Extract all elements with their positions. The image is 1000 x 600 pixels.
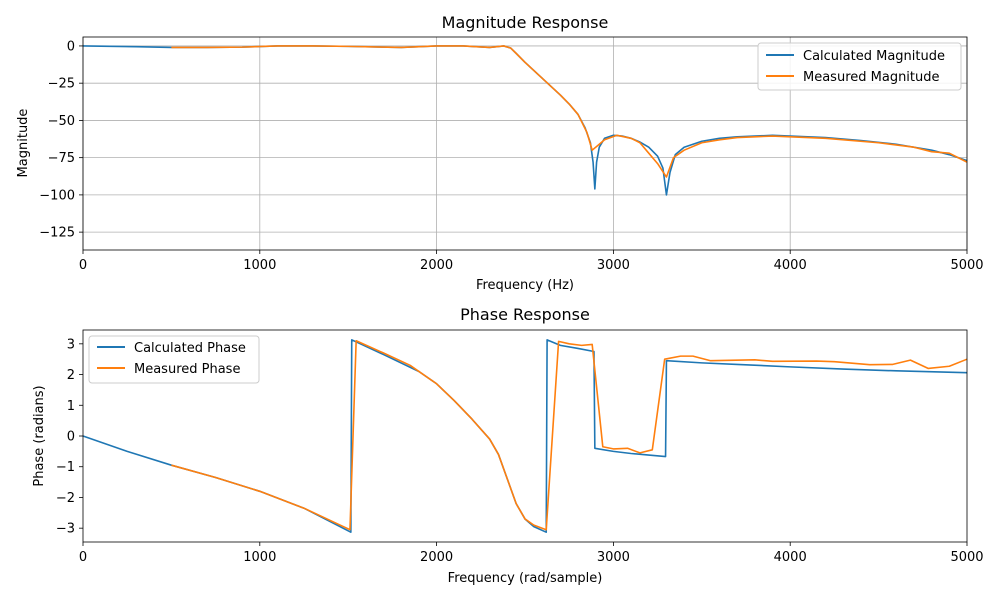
magnitude-ytick-label: −50 bbox=[48, 114, 75, 129]
magnitude-ytick-label: 0 bbox=[67, 39, 75, 54]
series-measured-phase-line bbox=[171, 339, 968, 531]
phase-ytick-label: −1 bbox=[56, 460, 75, 475]
phase-xtick-label: 0 bbox=[79, 550, 87, 565]
magnitude-ylabel: Magnitude bbox=[16, 109, 31, 178]
phase-ytick-label: −2 bbox=[56, 491, 75, 506]
magnitude-ytick-label: −25 bbox=[48, 77, 75, 92]
legend-measured-phase-label: Measured Phase bbox=[134, 362, 240, 377]
phase-xlabel: Frequency (rad/sample) bbox=[448, 571, 603, 586]
phase-xtick-label: 4000 bbox=[774, 550, 807, 565]
phase-title: Phase Response bbox=[460, 305, 590, 324]
magnitude-ytick-label: −125 bbox=[39, 226, 75, 241]
legend-calculated-magnitude-label: Calculated Magnitude bbox=[803, 49, 945, 64]
magnitude-xtick-label: 2000 bbox=[420, 258, 453, 273]
magnitude-legend-box bbox=[757, 42, 962, 91]
phase-ticks: 0 1000 2000 3000 4000 5000 3 2 1 0 −1 −2 −3 bbox=[56, 337, 984, 565]
phase-ytick-label: −3 bbox=[56, 522, 75, 537]
magnitude-xlabel: Frequency (Hz) bbox=[476, 278, 574, 293]
phase-xtick-label: 5000 bbox=[950, 550, 983, 565]
legend-measured-magnitude-label: Measured Magnitude bbox=[803, 70, 940, 85]
phase-legend: Calculated Phase Measured Phase bbox=[88, 335, 260, 384]
magnitude-xtick-label: 3000 bbox=[597, 258, 630, 273]
magnitude-ticks: 0 1000 2000 3000 4000 5000 0 −25 −50 −75 −100 −125 bbox=[39, 39, 983, 273]
magnitude-xtick-label: 0 bbox=[79, 258, 87, 273]
phase-ytick-label: 1 bbox=[67, 399, 75, 414]
magnitude-xtick-label: 1000 bbox=[243, 258, 276, 273]
phase-lines bbox=[82, 339, 968, 533]
phase-ytick-label: 2 bbox=[67, 368, 75, 383]
phase-xtick-label: 2000 bbox=[420, 550, 453, 565]
phase-xtick-label: 3000 bbox=[597, 550, 630, 565]
magnitude-lines bbox=[82, 45, 968, 196]
magnitude-title: Magnitude Response bbox=[442, 13, 609, 32]
magnitude-ytick-label: −75 bbox=[48, 151, 75, 166]
phase-xtick-label: 1000 bbox=[243, 550, 276, 565]
phase-ylabel: Phase (radians) bbox=[32, 385, 47, 486]
magnitude-ytick-label: −100 bbox=[39, 188, 75, 203]
magnitude-legend: Calculated Magnitude Measured Magnitude bbox=[757, 42, 962, 91]
magnitude-xtick-label: 4000 bbox=[774, 258, 807, 273]
phase-ytick-label: 3 bbox=[67, 337, 75, 352]
magnitude-axes-frame bbox=[82, 36, 968, 251]
phase-chart: 0 1000 2000 3000 4000 5000 3 2 1 0 −1 −2 −3 Phase Re… bbox=[32, 305, 984, 586]
legend-calculated-phase-label: Calculated Phase bbox=[134, 341, 246, 356]
phase-legend-box bbox=[88, 335, 260, 384]
series-measured-magnitude-line bbox=[171, 45, 968, 178]
magnitude-xtick-label: 5000 bbox=[950, 258, 983, 273]
phase-ytick-label: 0 bbox=[67, 430, 75, 445]
magnitude-chart: 0 1000 2000 3000 4000 50000−25−50−75−100−125 … bbox=[16, 13, 984, 293]
